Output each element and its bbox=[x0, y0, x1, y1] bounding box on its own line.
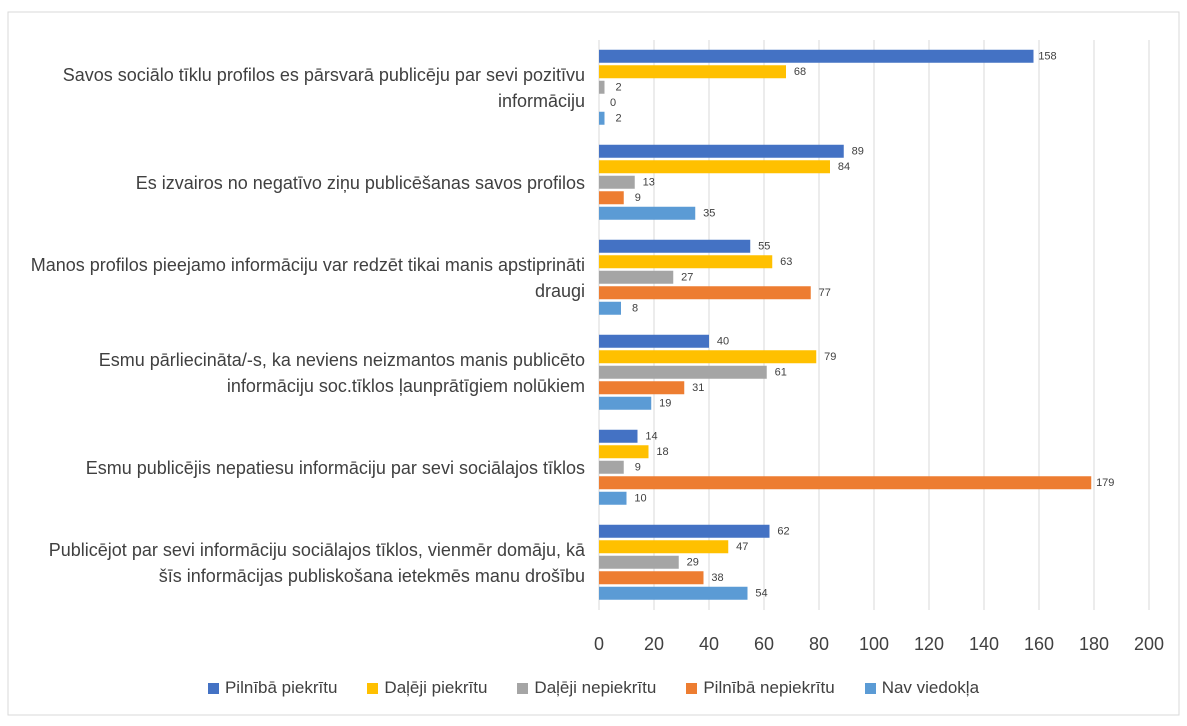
legend-item: Daļēji nepiekrītu bbox=[517, 678, 656, 698]
legend-item: Nav viedokļa bbox=[864, 678, 980, 698]
legend-label: Daļēji piekrītu bbox=[384, 678, 488, 697]
bar bbox=[599, 206, 696, 220]
x-tick-label: 20 bbox=[644, 634, 664, 654]
x-tick-label: 60 bbox=[754, 634, 774, 654]
category-label: Es izvairos no negatīvo ziņu publicēšana… bbox=[135, 172, 585, 193]
bar bbox=[599, 191, 624, 205]
bar bbox=[599, 555, 679, 569]
data-label: 63 bbox=[780, 256, 792, 268]
data-label: 77 bbox=[819, 287, 831, 299]
data-label: 55 bbox=[758, 241, 770, 253]
legend: Pilnībā piekrītu Daļēji piekrītu Daļēji ne… bbox=[0, 678, 1187, 698]
data-label: 68 bbox=[794, 66, 806, 78]
data-label: 18 bbox=[656, 446, 668, 458]
data-label: 89 bbox=[852, 146, 864, 158]
data-label: 19 bbox=[659, 398, 671, 410]
data-label: 38 bbox=[711, 572, 723, 584]
legend-swatch bbox=[864, 682, 876, 694]
category-label: Esmu publicējis nepatiesu informāciju pa… bbox=[85, 457, 585, 478]
bar bbox=[599, 301, 621, 315]
bar bbox=[599, 491, 627, 505]
data-label: 8 bbox=[632, 303, 638, 315]
category-label: Publicējot par sevi informāciju sociālaj… bbox=[48, 539, 585, 586]
bar bbox=[599, 80, 605, 94]
bar bbox=[599, 524, 770, 538]
data-label: 9 bbox=[635, 462, 641, 474]
legend-item: Pilnībā nepiekrītu bbox=[686, 678, 835, 698]
data-label: 40 bbox=[717, 336, 729, 348]
bar bbox=[599, 160, 830, 174]
x-tick-label: 80 bbox=[809, 634, 829, 654]
legend-swatch bbox=[207, 682, 219, 694]
legend-item: Daļēji piekrītu bbox=[367, 678, 487, 698]
data-label: 61 bbox=[775, 367, 787, 379]
data-label: 179 bbox=[1096, 477, 1114, 489]
bar bbox=[599, 445, 649, 459]
bar bbox=[599, 365, 767, 379]
data-label: 35 bbox=[703, 208, 715, 220]
bar bbox=[599, 476, 1092, 490]
category-label: Esmu pārliecināta/-s, ka neviens neizman… bbox=[98, 349, 585, 396]
data-label: 47 bbox=[736, 541, 748, 553]
data-label: 84 bbox=[838, 161, 850, 173]
legend-item: Pilnībā piekrītu bbox=[207, 678, 338, 698]
data-label: 29 bbox=[687, 557, 699, 569]
legend-label: Pilnībā piekrītu bbox=[224, 678, 338, 697]
x-tick-label: 0 bbox=[594, 634, 604, 654]
bar bbox=[599, 286, 811, 300]
data-label: 31 bbox=[692, 382, 704, 394]
bar bbox=[599, 540, 729, 554]
x-tick-label: 160 bbox=[1024, 634, 1054, 654]
bar bbox=[599, 65, 786, 79]
bar bbox=[599, 144, 844, 158]
x-tick-label: 140 bbox=[969, 634, 999, 654]
bar bbox=[599, 396, 652, 410]
data-label: 14 bbox=[645, 431, 657, 443]
bar bbox=[599, 460, 624, 474]
data-label: 27 bbox=[681, 272, 693, 284]
bar bbox=[599, 571, 704, 585]
data-label: 79 bbox=[824, 351, 836, 363]
data-label: 10 bbox=[634, 493, 646, 505]
bar bbox=[599, 334, 709, 348]
legend-label: Pilnībā nepiekrītu bbox=[703, 678, 835, 697]
category-label: Manos profilos pieejamo informāciju var … bbox=[30, 254, 585, 301]
x-tick-label: 100 bbox=[859, 634, 889, 654]
legend-swatch bbox=[367, 682, 379, 694]
bar bbox=[599, 49, 1034, 63]
legend-label: Daļēji nepiekrītu bbox=[534, 678, 657, 697]
bar bbox=[599, 350, 817, 364]
data-label: 62 bbox=[777, 526, 789, 538]
data-label: 2 bbox=[615, 113, 621, 125]
category-label: Savos sociālo tīklu profilos es pārsvarā… bbox=[62, 64, 585, 111]
bar bbox=[599, 586, 748, 600]
chart-border bbox=[7, 11, 1180, 716]
data-label: 9 bbox=[635, 192, 641, 204]
data-label: 13 bbox=[643, 177, 655, 189]
x-tick-label: 40 bbox=[699, 634, 719, 654]
bar bbox=[599, 270, 674, 284]
bar bbox=[599, 429, 638, 443]
data-label: 2 bbox=[615, 82, 621, 94]
bar bbox=[599, 111, 605, 125]
legend-label: Nav viedokļa bbox=[881, 678, 980, 697]
bar bbox=[599, 255, 773, 269]
data-label: 54 bbox=[755, 588, 767, 600]
legend-swatch bbox=[517, 682, 529, 694]
data-label: 158 bbox=[1038, 51, 1056, 63]
x-tick-label: 120 bbox=[914, 634, 944, 654]
data-label: 0 bbox=[610, 97, 616, 109]
bar bbox=[599, 381, 685, 395]
x-tick-label: 180 bbox=[1079, 634, 1109, 654]
bar bbox=[599, 175, 635, 189]
legend-swatch bbox=[686, 682, 698, 694]
bar bbox=[599, 239, 751, 253]
x-tick-label: 200 bbox=[1134, 634, 1164, 654]
